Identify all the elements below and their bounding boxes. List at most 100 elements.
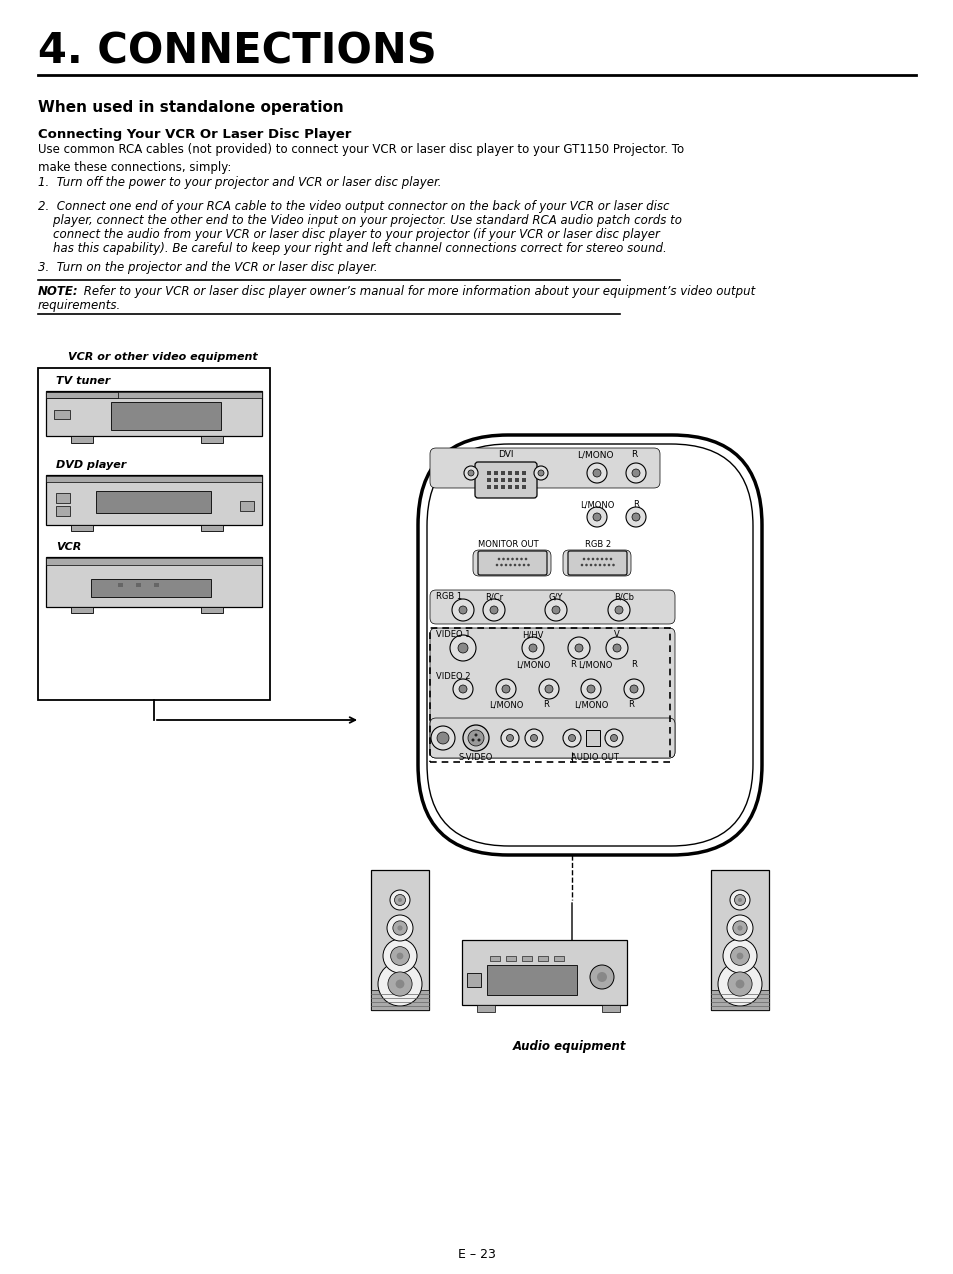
Text: E – 23: E – 23 <box>457 1249 496 1261</box>
Circle shape <box>609 558 612 561</box>
Bar <box>56 506 70 516</box>
Circle shape <box>530 735 537 741</box>
Circle shape <box>552 606 559 614</box>
Bar <box>507 485 512 489</box>
Bar <box>46 475 262 525</box>
Circle shape <box>527 563 529 567</box>
FancyBboxPatch shape <box>417 434 761 855</box>
Circle shape <box>519 558 522 561</box>
Circle shape <box>452 599 474 620</box>
Bar <box>118 583 123 587</box>
Bar <box>91 578 211 598</box>
Circle shape <box>396 953 403 959</box>
Bar <box>486 485 491 489</box>
Circle shape <box>575 643 582 652</box>
Bar <box>467 973 480 987</box>
Circle shape <box>718 962 761 1006</box>
Circle shape <box>524 558 527 561</box>
Text: DVD player: DVD player <box>56 460 126 470</box>
Circle shape <box>504 563 507 567</box>
Circle shape <box>586 507 606 527</box>
Bar <box>46 558 262 564</box>
Circle shape <box>580 563 582 567</box>
Bar <box>201 436 223 443</box>
Bar <box>554 956 563 961</box>
Bar <box>500 471 504 475</box>
Circle shape <box>524 729 542 747</box>
Circle shape <box>458 685 467 693</box>
Circle shape <box>496 679 516 699</box>
Bar <box>494 471 497 475</box>
Circle shape <box>471 739 474 741</box>
Circle shape <box>517 563 520 567</box>
Bar <box>515 478 518 482</box>
Circle shape <box>605 637 627 659</box>
Circle shape <box>450 634 476 661</box>
Circle shape <box>390 947 409 966</box>
Bar <box>710 990 768 1010</box>
Circle shape <box>726 915 752 941</box>
Bar <box>38 368 270 699</box>
FancyBboxPatch shape <box>562 550 630 576</box>
Text: AUDIO OUT: AUDIO OUT <box>571 753 618 762</box>
Circle shape <box>722 939 757 973</box>
Text: VIDEO 2: VIDEO 2 <box>436 671 470 682</box>
FancyBboxPatch shape <box>430 448 659 488</box>
Text: R: R <box>633 499 639 510</box>
Circle shape <box>529 643 537 652</box>
Circle shape <box>397 925 402 930</box>
Text: VIDEO 1: VIDEO 1 <box>436 631 470 640</box>
Circle shape <box>562 729 580 747</box>
Bar <box>201 606 223 613</box>
Circle shape <box>499 563 502 567</box>
Bar <box>46 392 118 397</box>
FancyBboxPatch shape <box>430 719 675 758</box>
Bar <box>490 956 499 961</box>
Bar <box>515 471 518 475</box>
Text: Audio equipment: Audio equipment <box>513 1040 626 1054</box>
Text: Refer to your VCR or laser disc player owner’s manual for more information about: Refer to your VCR or laser disc player o… <box>80 285 755 298</box>
Circle shape <box>732 921 746 935</box>
Circle shape <box>395 894 405 906</box>
Circle shape <box>468 730 483 747</box>
Circle shape <box>544 685 553 693</box>
Circle shape <box>436 733 449 744</box>
Circle shape <box>631 513 639 521</box>
Circle shape <box>388 972 412 996</box>
Text: L/MONO: L/MONO <box>579 499 614 510</box>
Text: V: V <box>614 631 619 640</box>
Text: L/MONO: L/MONO <box>577 450 613 459</box>
Circle shape <box>506 735 513 741</box>
Circle shape <box>623 679 643 699</box>
Text: When used in standalone operation: When used in standalone operation <box>38 99 343 115</box>
Text: B/Cb: B/Cb <box>614 592 634 601</box>
Bar <box>486 964 577 995</box>
Text: has this capability). Be careful to keep your right and left channel connections: has this capability). Be careful to keep… <box>38 242 666 255</box>
Bar <box>46 392 262 397</box>
Bar <box>505 956 516 961</box>
Circle shape <box>625 507 645 527</box>
Bar <box>486 478 491 482</box>
Circle shape <box>591 558 594 561</box>
Circle shape <box>729 891 749 910</box>
Circle shape <box>568 735 575 741</box>
Bar <box>71 436 92 443</box>
Circle shape <box>594 563 597 567</box>
Bar <box>46 476 262 482</box>
Bar <box>494 485 497 489</box>
FancyBboxPatch shape <box>430 628 675 758</box>
Circle shape <box>586 685 595 693</box>
Bar <box>521 471 525 475</box>
Text: NOTE:: NOTE: <box>38 285 78 298</box>
Circle shape <box>567 637 589 659</box>
Bar <box>371 990 429 1010</box>
Text: R: R <box>630 450 637 459</box>
Circle shape <box>397 898 401 902</box>
Bar <box>585 730 599 747</box>
Text: R: R <box>630 660 637 669</box>
Circle shape <box>509 563 511 567</box>
Circle shape <box>615 606 622 614</box>
Circle shape <box>602 563 605 567</box>
Bar <box>46 557 262 606</box>
Circle shape <box>597 972 606 982</box>
